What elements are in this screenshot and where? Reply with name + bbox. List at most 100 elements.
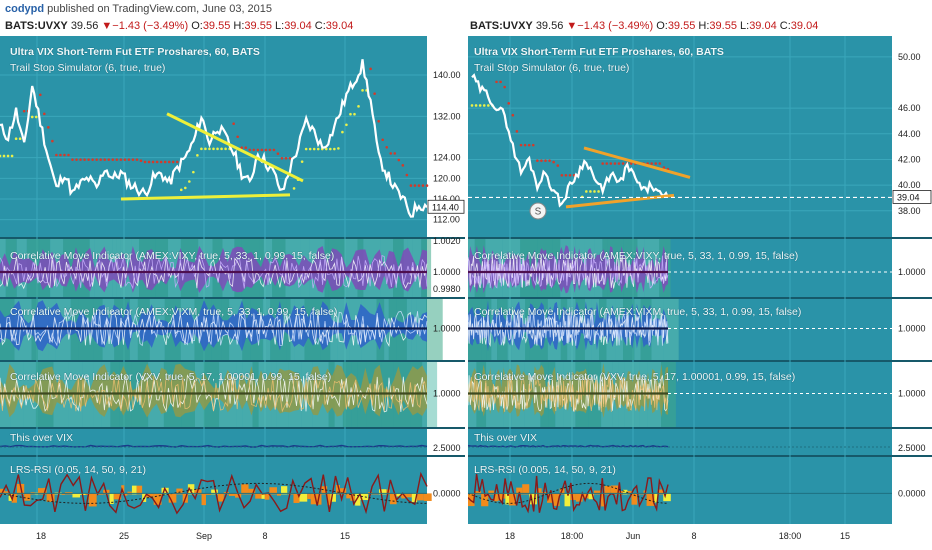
trail-stop-dot [163, 160, 167, 164]
study-label-cmi-vxv[interactable]: Correlative Move Indicator (VXV, true, 5… [474, 371, 796, 383]
trail-stop-dot [252, 148, 256, 152]
trail-stop-dot [617, 162, 621, 165]
study-label-trail-stop[interactable]: Trail Stop Simulator (6, true, true) [10, 62, 166, 74]
chart-left[interactable]: 140.00 132.00 124.00 120.00 116.00 112.00 114.… [0, 36, 465, 550]
trail-stop-dot [30, 115, 34, 119]
trail-stop-dot [220, 147, 223, 151]
trail-stop-dot [240, 146, 243, 150]
lrs-rsi-histogram-bar [46, 493, 55, 502]
publish-info: codypd published on TradingView.com, Jun… [5, 3, 272, 15]
lrs-rsi-histogram-bar [631, 493, 638, 505]
study-label-cmi-vixm[interactable]: Correlative Move Indicator (AMEX:VIXM, t… [10, 306, 338, 318]
lrs-rsi-histogram-bar [124, 493, 128, 496]
time-axis-strip [468, 524, 932, 550]
lrs-rsi-histogram-bar [61, 493, 65, 495]
low-label: L: [740, 20, 750, 32]
price-axis-tick: 46.00 [898, 103, 921, 113]
study-label-trail-stop[interactable]: Trail Stop Simulator (6, true, true) [474, 62, 630, 74]
cmi-signal-line [0, 310, 428, 347]
cmi-signal-line [468, 255, 669, 289]
trail-stop-dot [159, 160, 163, 164]
trail-stop-dot [560, 173, 564, 177]
trail-stop-dot [236, 135, 239, 139]
lrs-rsi-histogram-bar [88, 493, 97, 507]
trail-stop-dot [654, 162, 658, 165]
open-value: 39.55 [202, 20, 231, 32]
trail-stop-dot [67, 153, 70, 157]
trail-stop-dot [405, 173, 409, 177]
trail-stop-dot [2, 154, 6, 158]
trail-stop-dot [409, 184, 413, 187]
price-axis-tick: 132.00 [433, 111, 461, 121]
study-label-over-vix[interactable]: This over VIX [474, 432, 538, 444]
trail-stop-dot [196, 154, 199, 157]
trail-stop-dot [312, 147, 316, 151]
lrs-rsi-histogram-bar [355, 493, 361, 506]
cmi-axis-tick: 1.0000 [433, 324, 461, 334]
lrs-rsi-histogram-bar [401, 493, 406, 499]
study-label-over-vix[interactable]: This over VIX [10, 432, 74, 444]
symbol-name[interactable]: BATS:UVXY [5, 20, 68, 32]
trail-stop-dot [650, 162, 653, 165]
lrs-rsi-histogram-bar [488, 490, 494, 495]
time-axis-tick: 18:00 [779, 531, 802, 541]
lrs-rsi-histogram-bar [201, 493, 206, 506]
last-price: 39.56 [535, 20, 564, 32]
chart-left-canvas[interactable]: 140.00 132.00 124.00 120.00 116.00 112.00 114.… [0, 36, 465, 550]
price-change: ▼−1.43 (−3.49%) [101, 20, 189, 32]
trail-stop-dot [79, 158, 82, 161]
high-label: H: [698, 20, 710, 32]
trail-stop-dot [192, 170, 195, 174]
time-axis-tick: 15 [840, 531, 850, 541]
study-label-cmi-vxv[interactable]: Correlative Move Indicator (VXV, true, 5… [10, 371, 332, 383]
study-label-cmi-vixy[interactable]: Correlative Move Indicator (AMEX:VIXY, t… [474, 250, 799, 262]
trail-stop-dot [470, 104, 474, 107]
trail-stop-dot [487, 104, 490, 107]
trail-stop-dot [99, 158, 103, 161]
lrs-rsi-histogram-bar [11, 493, 17, 503]
study-label-lrs-rsi[interactable]: LRS-RSI (0.05, 14, 50, 9, 21) [10, 464, 146, 476]
lrs-rsi-histogram-bar [547, 493, 554, 503]
price-series-line [471, 73, 669, 208]
lrs-rsi-histogram-bar [601, 493, 605, 507]
cmi-axis-tick: 1.0000 [433, 389, 461, 399]
quote-bar-left: BATS:UVXY 39.56 ▼−1.43 (−3.49%) O:39.55 … [5, 20, 353, 32]
lrs-rsi-histogram-bar [307, 493, 311, 500]
trend-line [166, 112, 304, 183]
cmi-signal-line [468, 374, 669, 412]
trail-stop-dot [333, 147, 336, 151]
high-label: H: [233, 20, 245, 32]
trail-stop-dot [288, 156, 292, 160]
close-value: 39.04 [325, 20, 354, 32]
trail-stop-dot [564, 173, 568, 177]
lrs-rsi-histogram-bar [113, 493, 122, 500]
lrs-rsi-histogram-bar [593, 490, 602, 495]
trail-stop-dot [601, 162, 604, 165]
trail-stop-dot [478, 104, 482, 107]
symbol-name[interactable]: BATS:UVXY [470, 20, 533, 32]
chart-right-canvas[interactable]: 50.00 46.00 44.00 42.00 40.00 38.00 39.04 1.000… [468, 36, 932, 550]
lrs-rsi-histogram-bar [497, 493, 503, 501]
trail-stop-dot [115, 158, 119, 161]
trail-stop-dot [503, 85, 506, 89]
cmi-axis-tick: 1.0000 [433, 267, 461, 277]
author-link[interactable]: codypd [5, 3, 45, 15]
lrs-rsi-histogram-bar [423, 493, 432, 501]
study-label-lrs-rsi[interactable]: LRS-RSI (0.005, 14, 50, 9, 21) [474, 464, 616, 476]
study-label-cmi-vixy[interactable]: Correlative Move Indicator (AMEX:VIXY, t… [10, 250, 335, 262]
chart-right[interactable]: 50.00 46.00 44.00 42.00 40.00 38.00 39.04 1.000… [468, 36, 932, 550]
trail-stop-dot [413, 184, 417, 187]
study-label-cmi-vixm[interactable]: Correlative Move Indicator (AMEX:VIXM, t… [474, 306, 802, 318]
trail-stop-dot [593, 190, 596, 193]
lrs-rsi-histogram-bar [37, 488, 44, 495]
trail-stop-dot [389, 152, 393, 155]
price-axis-tick: 42.00 [898, 154, 921, 164]
trail-stop-dot [385, 145, 389, 149]
price-axis-tick: 124.00 [433, 153, 461, 163]
trail-stop-dot [353, 112, 356, 116]
cmi-signal-line [468, 311, 669, 346]
price-axis-tick: 120.00 [433, 173, 461, 183]
trail-stop-dot [91, 158, 94, 161]
lrs-rsi-histogram-bar [516, 487, 523, 495]
trail-stop-dot [421, 184, 425, 187]
